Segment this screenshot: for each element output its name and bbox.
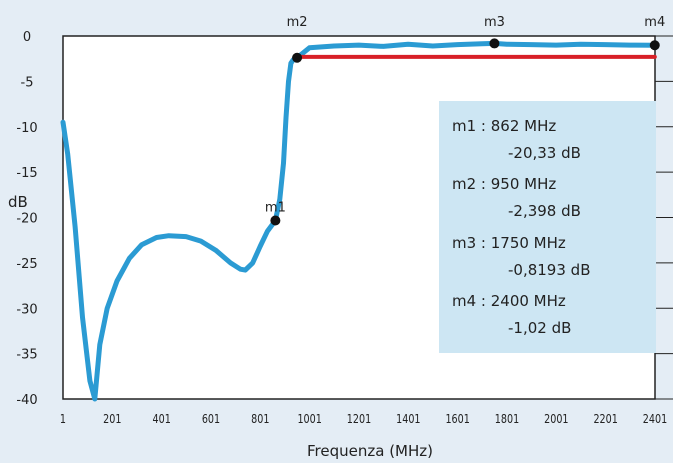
x-axis-ticks: 1 201 401 601 801 1001 1201 1401 1601 1801 2001 220…	[60, 412, 667, 426]
x-tick-label: 2201	[593, 412, 617, 426]
x-tick-label: 1801	[495, 412, 519, 426]
x-tick-label: 601	[202, 412, 220, 426]
y-tick-label: -5	[21, 75, 34, 90]
marker-label-m4: m4	[644, 15, 665, 30]
y-tick-label: -10	[16, 121, 37, 136]
x-tick-label: 2001	[544, 412, 568, 426]
y-tick-label: -35	[16, 348, 37, 363]
marker-readout-m3-frequency: m3 : 1750 MHz	[452, 234, 566, 252]
marker-readout-m4-frequency: m4 : 2400 MHz	[452, 292, 566, 310]
marker-readout-m1-frequency: m1 : 862 MHz	[452, 117, 556, 135]
marker-point-m1	[270, 215, 281, 226]
y-tick-label: -15	[16, 166, 37, 181]
y-tick-label: -25	[16, 257, 37, 272]
y-tick-label: -40	[16, 393, 37, 408]
y-tick-label: 0	[23, 30, 31, 45]
marker-readout-m2-frequency: m2 : 950 MHz	[452, 175, 556, 193]
marker-point-m2	[292, 52, 303, 63]
marker-label-m1: m1	[265, 200, 286, 215]
y-axis-ticks: 0 -5 -10 -15 -20 -25 -30 -35 -40	[16, 30, 37, 408]
x-tick-label: 1001	[297, 412, 321, 426]
y-tick-label: -30	[16, 302, 37, 317]
marker-readout-box: m1 : 862 MHz -20,33 dB m2 : 950 MHz -2,3…	[439, 101, 656, 353]
x-tick-label: 401	[153, 412, 171, 426]
x-tick-label: 2401	[643, 412, 667, 426]
marker-label-m3: m3	[484, 15, 505, 30]
y-tick-label: -20	[16, 212, 37, 227]
x-tick-label: 801	[251, 412, 269, 426]
marker-readout-background	[439, 101, 656, 353]
x-tick-label: 1601	[445, 412, 469, 426]
x-axis-label: Frequenza (MHz)	[307, 442, 433, 460]
y-axis-label: dB	[8, 193, 28, 211]
x-tick-label: 1401	[396, 412, 420, 426]
series-line-0	[60, 40, 658, 402]
marker-readout-m3-level: -0,8193 dB	[508, 261, 590, 279]
marker-readout-m1-level: -20,33 dB	[508, 144, 581, 162]
x-tick-label: 1201	[347, 412, 371, 426]
marker-point-m3	[489, 38, 500, 49]
series-layer	[60, 40, 658, 402]
marker-point-m4	[649, 40, 660, 51]
marker-readout-m2-level: -2,398 dB	[508, 202, 581, 220]
x-tick-label: 201	[103, 412, 121, 426]
right-axis-ticks	[655, 35, 673, 400]
x-tick-label: 1	[60, 412, 66, 426]
marker-layer: m1 m2 m3 m4	[265, 15, 665, 226]
marker-readout-m4-level: -1,02 dB	[508, 319, 571, 337]
marker-label-m2: m2	[287, 15, 308, 30]
